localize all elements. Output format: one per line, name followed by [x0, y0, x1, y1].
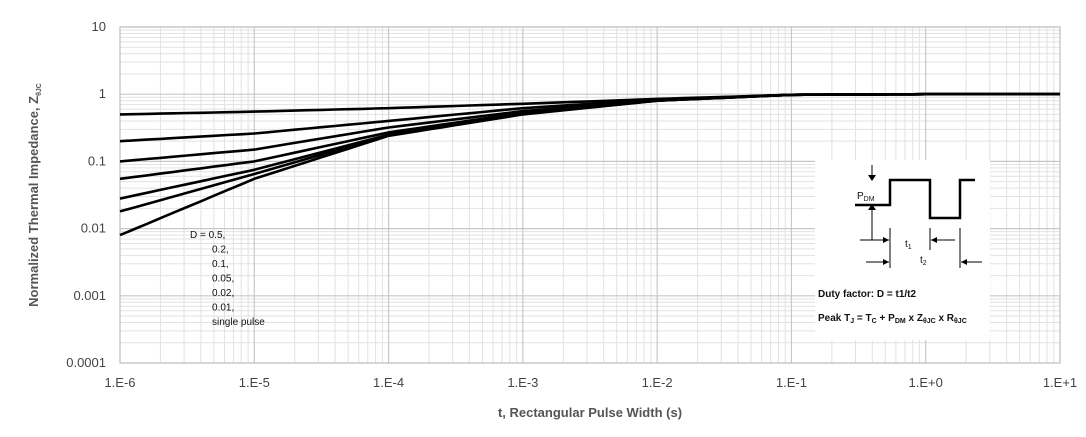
inset-diagram: PDM t1 t2 Duty factor: D = t1/t2 Peak TJ… [815, 160, 990, 340]
x-tick-label: 1.E-5 [239, 375, 270, 390]
x-axis-title: t, Rectangular Pulse Width (s) [498, 405, 682, 420]
y-tick-label: 0.1 [88, 153, 106, 168]
x-tick-label: 1.E-1 [776, 375, 807, 390]
t2-arrowhead-right [961, 259, 967, 265]
t2-label: t2 [920, 255, 927, 267]
y-tick-label: 10 [92, 19, 106, 34]
series-lines [119, 92, 1060, 237]
t2-arrowhead-left [883, 259, 889, 265]
x-tick-label: 1.E-4 [373, 375, 404, 390]
y-tick-labels: 10 1 0.1 0.01 0.001 0.0001 [66, 19, 106, 370]
legend-item: 0.2, [212, 245, 229, 256]
x-tick-label: 1.E+0 [909, 375, 943, 390]
x-tick-label: 1.E+1 [1043, 375, 1077, 390]
y-tick-label: 0.01 [81, 221, 106, 236]
legend-annotation: D = 0.5, 0.2, 0.1, 0.05, 0.02, 0.01, single pu… [190, 230, 265, 328]
t1-label: t1 [905, 239, 912, 251]
x-tick-label: 1.E-2 [642, 375, 673, 390]
t1-arrowhead-left [883, 237, 889, 243]
plot-frame [119, 26, 1061, 364]
pulse-waveform [855, 178, 975, 220]
grid-minor [120, 27, 1060, 363]
t1-arrowhead-right [931, 237, 937, 243]
duty-factor-text: Duty factor: D = t1/t2 [818, 289, 917, 300]
x-tick-label: 1.E-3 [507, 375, 538, 390]
pdm-arrowhead-bottom [868, 204, 876, 210]
pdm-label: PDM [857, 191, 875, 203]
y-tick-label: 1 [99, 86, 106, 101]
legend-item: 0.05, [212, 274, 234, 285]
x-tick-labels: 1.E-6 1.E-5 1.E-4 1.E-3 1.E-2 1.E-1 1.E+0 1.E+1 [104, 375, 1077, 390]
y-tick-label: 0.001 [73, 288, 106, 303]
y-axis-title: Normalized Thermal Impedance, ZθJC [26, 83, 43, 307]
legend-item: 0.01, [212, 303, 234, 314]
legend-item: D = 0.5, [190, 230, 225, 241]
legend-item: 0.1, [212, 259, 229, 270]
series-line-single-pulse [119, 92, 1060, 237]
legend-item: 0.02, [212, 288, 234, 299]
pdm-arrowhead-top [868, 175, 876, 181]
peak-tj-formula: Peak TJ = TC + PDM x ZθJC x RθJC [818, 313, 967, 325]
y-tick-label: 0.0001 [66, 355, 106, 370]
x-tick-label: 1.E-6 [104, 375, 135, 390]
legend-item: single pulse [212, 317, 265, 328]
